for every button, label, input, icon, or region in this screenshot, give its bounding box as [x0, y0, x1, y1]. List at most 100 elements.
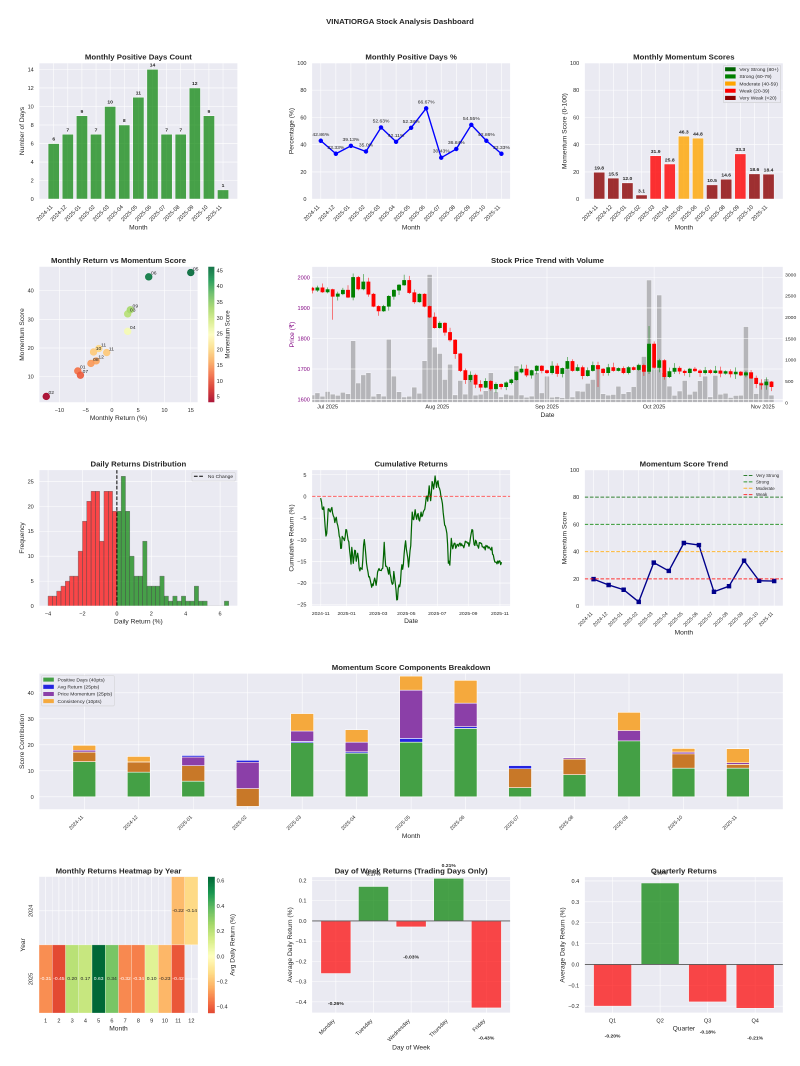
- svg-text:10: 10: [217, 379, 223, 385]
- svg-text:0.21%: 0.21%: [442, 863, 457, 869]
- svg-text:Monthly Positive Days Count: Monthly Positive Days Count: [85, 53, 192, 62]
- svg-text:8: 8: [31, 123, 34, 129]
- svg-text:Strong: Strong: [756, 479, 770, 484]
- svg-text:10: 10: [28, 375, 34, 381]
- svg-text:500: 500: [785, 379, 794, 385]
- svg-text:Month: Month: [129, 225, 148, 232]
- svg-text:Stock Price Trend with Volume: Stock Price Trend with Volume: [491, 256, 605, 265]
- svg-text:20: 20: [28, 504, 34, 510]
- svg-text:4: 4: [84, 1018, 87, 1024]
- svg-text:Very Strong (80+): Very Strong (80+): [739, 67, 779, 73]
- svg-text:Nov 2025: Nov 2025: [751, 405, 775, 411]
- svg-text:0.4: 0.4: [572, 879, 580, 885]
- svg-text:2025-07: 2025-07: [428, 611, 447, 617]
- svg-text:-0.26%: -0.26%: [328, 1001, 344, 1007]
- svg-text:Day of Week: Day of Week: [392, 1045, 431, 1052]
- svg-text:-0.22: -0.22: [172, 908, 184, 914]
- svg-text:Monthly Return (%): Monthly Return (%): [90, 415, 147, 422]
- svg-text:Date: Date: [404, 618, 418, 625]
- svg-text:0: 0: [31, 795, 34, 801]
- svg-text:1000: 1000: [785, 358, 796, 364]
- svg-text:Jul 2025: Jul 2025: [317, 405, 338, 411]
- svg-text:33.33%: 33.33%: [493, 145, 510, 151]
- svg-text:Aug 2025: Aug 2025: [425, 405, 449, 411]
- svg-text:10: 10: [161, 408, 167, 414]
- svg-text:Q3: Q3: [704, 1018, 711, 1024]
- svg-text:0: 0: [785, 400, 788, 406]
- svg-text:Avg Daily Return (%): Avg Daily Return (%): [230, 914, 237, 976]
- svg-text:10: 10: [28, 554, 34, 560]
- svg-text:Moderate (40-59): Moderate (40-59): [739, 81, 778, 87]
- svg-text:-0.03%: -0.03%: [403, 954, 419, 960]
- svg-text:Month: Month: [109, 1026, 128, 1033]
- svg-text:−4: −4: [45, 611, 51, 617]
- svg-text:1: 1: [222, 183, 225, 189]
- svg-text:18.6: 18.6: [750, 167, 760, 173]
- svg-text:7: 7: [66, 127, 69, 133]
- svg-text:14.6: 14.6: [721, 173, 731, 179]
- svg-text:0.39%: 0.39%: [653, 871, 668, 877]
- svg-text:−5: −5: [300, 516, 306, 522]
- svg-text:Monthly Momentum Scores: Monthly Momentum Scores: [633, 53, 734, 62]
- svg-text:0.2: 0.2: [299, 878, 307, 884]
- svg-text:11: 11: [136, 90, 141, 96]
- svg-text:0.0: 0.0: [572, 962, 580, 968]
- svg-text:Oct 2025: Oct 2025: [643, 405, 666, 411]
- svg-text:18.4: 18.4: [764, 167, 774, 173]
- svg-text:0.17%: 0.17%: [366, 871, 381, 877]
- svg-text:66.67%: 66.67%: [418, 99, 435, 105]
- svg-text:Momentum Score Trend: Momentum Score Trend: [640, 459, 729, 468]
- svg-text:-0.31: -0.31: [40, 976, 52, 982]
- svg-text:0: 0: [576, 197, 579, 203]
- svg-text:2025-01: 2025-01: [337, 611, 356, 617]
- svg-text:60: 60: [573, 115, 579, 121]
- svg-text:52.63%: 52.63%: [373, 118, 390, 124]
- svg-text:20: 20: [573, 577, 579, 583]
- svg-text:−20: −20: [297, 581, 306, 587]
- svg-text:20: 20: [217, 347, 223, 353]
- svg-text:3: 3: [71, 1018, 74, 1024]
- svg-text:Q4: Q4: [751, 1018, 758, 1024]
- svg-text:40: 40: [573, 143, 579, 149]
- svg-text:1: 1: [44, 1018, 47, 1024]
- svg-text:Price (₹): Price (₹): [288, 322, 296, 348]
- svg-text:20: 20: [28, 743, 34, 749]
- svg-text:Monthly Return vs Momentum Sco: Monthly Return vs Momentum Score: [51, 256, 187, 265]
- svg-text:8: 8: [137, 1018, 140, 1024]
- svg-text:0.10: 0.10: [147, 976, 157, 982]
- svg-text:15: 15: [217, 363, 223, 369]
- svg-text:0.0: 0.0: [299, 919, 307, 925]
- svg-text:2025-09: 2025-09: [459, 611, 478, 617]
- svg-text:−0.4: −0.4: [217, 1005, 228, 1011]
- svg-text:0.3: 0.3: [572, 900, 580, 906]
- svg-text:0.4: 0.4: [217, 904, 225, 910]
- svg-text:10: 10: [28, 769, 34, 775]
- svg-text:9: 9: [150, 1018, 153, 1024]
- svg-text:9: 9: [81, 109, 84, 115]
- svg-text:2024: 2024: [29, 905, 35, 917]
- svg-text:Monthly Positive Days %: Monthly Positive Days %: [365, 53, 457, 62]
- svg-text:6: 6: [52, 137, 55, 143]
- svg-text:2025: 2025: [29, 973, 35, 985]
- svg-text:Momentum Score (0-100): Momentum Score (0-100): [561, 93, 568, 169]
- svg-text:-0.45: -0.45: [53, 976, 65, 982]
- svg-text:−5: −5: [83, 408, 89, 414]
- svg-text:0: 0: [576, 604, 579, 610]
- svg-text:5: 5: [217, 395, 220, 401]
- svg-text:52.38%: 52.38%: [403, 119, 420, 125]
- svg-text:0.0: 0.0: [217, 954, 225, 960]
- svg-text:2025-03: 2025-03: [369, 611, 388, 617]
- svg-text:06: 06: [151, 271, 157, 277]
- svg-text:−0.3: −0.3: [296, 980, 307, 986]
- svg-text:40: 40: [28, 289, 34, 295]
- svg-text:30: 30: [217, 316, 223, 322]
- svg-text:-0.20%: -0.20%: [605, 1033, 621, 1039]
- svg-text:0.34: 0.34: [107, 976, 117, 982]
- svg-text:35: 35: [217, 300, 223, 306]
- svg-text:33.33%: 33.33%: [327, 145, 344, 151]
- svg-text:6: 6: [110, 1018, 113, 1024]
- svg-text:6: 6: [219, 611, 222, 617]
- svg-text:19.8: 19.8: [594, 166, 604, 172]
- svg-text:8: 8: [123, 118, 126, 124]
- svg-text:2: 2: [31, 179, 34, 185]
